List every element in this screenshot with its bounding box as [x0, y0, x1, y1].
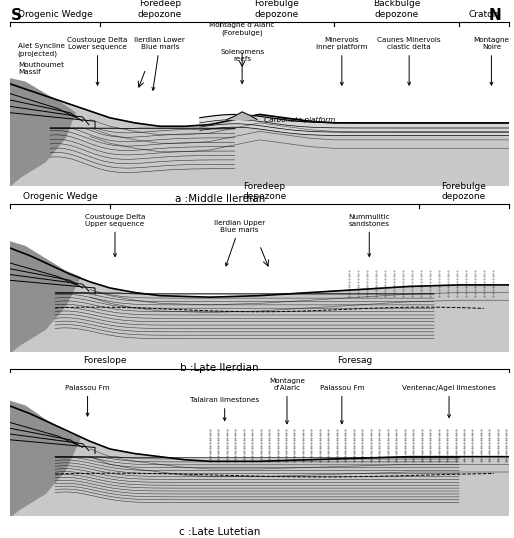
Text: Ventenac/Agel limestones: Ventenac/Agel limestones: [402, 385, 496, 417]
Text: Palassou Fm: Palassou Fm: [65, 385, 110, 416]
Text: Palassou Fm: Palassou Fm: [320, 385, 364, 424]
Text: Orogenic Wedge: Orogenic Wedge: [23, 193, 98, 201]
Text: Craton: Craton: [469, 10, 499, 19]
Text: Coustouge Delta
Lower sequence: Coustouge Delta Lower sequence: [67, 37, 127, 85]
Polygon shape: [200, 115, 509, 134]
Text: Foredeep
depozone: Foredeep depozone: [243, 182, 287, 201]
Text: a :Middle Ilerdian: a :Middle Ilerdian: [175, 194, 265, 204]
Text: Caunes Minervois
clastic delta: Caunes Minervois clastic delta: [377, 37, 441, 85]
Text: Backbulge
depozone: Backbulge depozone: [373, 0, 420, 19]
Text: Forebulge
depozone: Forebulge depozone: [254, 0, 300, 19]
Text: S: S: [11, 8, 22, 23]
Polygon shape: [10, 79, 75, 186]
Text: N: N: [488, 8, 501, 23]
Text: Orogenic Wedge: Orogenic Wedge: [18, 10, 93, 19]
Polygon shape: [10, 84, 509, 186]
Polygon shape: [10, 401, 80, 516]
Text: Foredeep
depozone: Foredeep depozone: [138, 0, 182, 19]
Text: Talairan limestones: Talairan limestones: [190, 397, 259, 421]
Text: Nummulitic
sandstones: Nummulitic sandstones: [348, 214, 390, 257]
Text: Ilerdian Lower
Blue marls: Ilerdian Lower Blue marls: [135, 37, 185, 90]
Text: Montagne d'Alaric
(Forebulge): Montagne d'Alaric (Forebulge): [209, 22, 275, 36]
Text: c :Late Lutetian: c :Late Lutetian: [179, 527, 261, 537]
Text: Montagne
d'Alaric: Montagne d'Alaric: [269, 378, 305, 424]
Polygon shape: [10, 406, 509, 516]
Text: Mouthoumet
Massif: Mouthoumet Massif: [18, 62, 64, 75]
Text: Foresag: Foresag: [337, 357, 372, 365]
Polygon shape: [10, 242, 80, 352]
Text: Foreslope: Foreslope: [83, 357, 127, 365]
Text: b :Late Ilerdian: b :Late Ilerdian: [180, 363, 259, 373]
Text: Minervois
Inner platform: Minervois Inner platform: [316, 37, 368, 85]
Text: Ilerdian Upper
Blue marls: Ilerdian Upper Blue marls: [214, 220, 265, 266]
Polygon shape: [10, 248, 509, 352]
Text: Coustouge Delta
Upper sequence: Coustouge Delta Upper sequence: [85, 214, 145, 257]
Polygon shape: [227, 112, 257, 119]
Text: Carbonate platform: Carbonate platform: [264, 116, 335, 123]
Text: Forebulge
depozone: Forebulge depozone: [442, 182, 486, 201]
Text: Alet Syncline
(projected): Alet Syncline (projected): [18, 43, 65, 56]
Text: Montagne
Noire: Montagne Noire: [473, 37, 509, 85]
Text: Solenomens
reefs: Solenomens reefs: [220, 49, 264, 83]
